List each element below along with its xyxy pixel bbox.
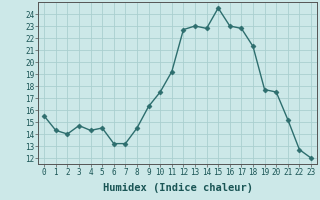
X-axis label: Humidex (Indice chaleur): Humidex (Indice chaleur)	[103, 183, 252, 193]
